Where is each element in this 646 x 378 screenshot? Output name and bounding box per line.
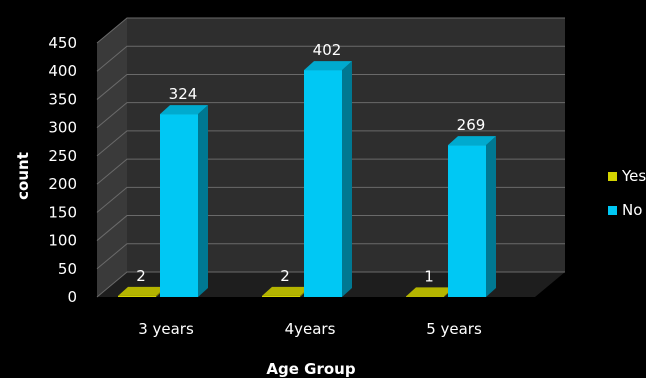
bar-top xyxy=(304,61,352,71)
x-tick-label: 5 years xyxy=(426,320,482,338)
gridline xyxy=(96,186,565,213)
gridline xyxy=(96,45,565,72)
gridlines xyxy=(96,17,565,298)
bar-top xyxy=(406,287,454,297)
data-label: 2 xyxy=(280,267,290,285)
bar xyxy=(160,114,198,298)
y-axis-title: count xyxy=(14,152,32,200)
gridline xyxy=(96,17,565,44)
bars xyxy=(118,61,496,298)
data-label: 324 xyxy=(169,85,198,103)
data-label: 269 xyxy=(457,116,486,134)
data-label: 1 xyxy=(424,267,434,285)
x-tick-label: 3 years xyxy=(138,320,194,338)
data-label: 2 xyxy=(136,267,146,285)
legend-label: Yes xyxy=(621,167,646,185)
bar xyxy=(406,296,444,297)
gridline xyxy=(96,130,565,157)
legend-swatch xyxy=(608,172,617,181)
x-tick-label: 4years xyxy=(285,320,336,338)
gridline xyxy=(96,73,565,100)
gridline xyxy=(96,243,565,270)
y-axis-ticks: 0 50 100 150 200 250 300 350 400 450 xyxy=(48,34,77,306)
x-axis-title: Age Group xyxy=(266,360,355,378)
y-tick-label: 400 xyxy=(48,62,77,80)
data-label: 402 xyxy=(313,41,342,59)
y-tick-label: 450 xyxy=(48,34,77,52)
gridline xyxy=(96,215,565,241)
gridline xyxy=(96,158,565,185)
bar xyxy=(448,145,486,297)
y-tick-label: 300 xyxy=(48,119,77,137)
bar-top xyxy=(262,286,310,296)
y-tick-label: 0 xyxy=(67,288,77,306)
y-tick-label: 250 xyxy=(48,147,77,165)
y-tick-label: 100 xyxy=(48,232,77,250)
bar-side xyxy=(198,105,208,298)
legend-swatch xyxy=(608,206,617,215)
legend: Yes No xyxy=(608,167,646,219)
side-wall xyxy=(97,18,127,297)
bar-top xyxy=(160,105,208,115)
x-axis-ticks: 3 years 4years 5 years xyxy=(138,320,482,338)
y-tick-label: 200 xyxy=(48,175,77,193)
gridline xyxy=(96,271,565,298)
y-tick-label: 150 xyxy=(48,203,77,221)
bar xyxy=(262,295,300,297)
bar-side xyxy=(486,136,496,297)
data-labels: 2 324 2 402 1 269 xyxy=(136,41,485,285)
legend-label: No xyxy=(622,201,642,219)
bar-side xyxy=(342,61,352,297)
bar-top xyxy=(448,136,496,146)
bar-top xyxy=(118,286,166,296)
gridline xyxy=(96,102,565,129)
y-tick-label: 50 xyxy=(58,260,77,278)
bar xyxy=(304,70,342,298)
bar xyxy=(118,295,156,297)
y-tick-label: 350 xyxy=(48,90,77,108)
